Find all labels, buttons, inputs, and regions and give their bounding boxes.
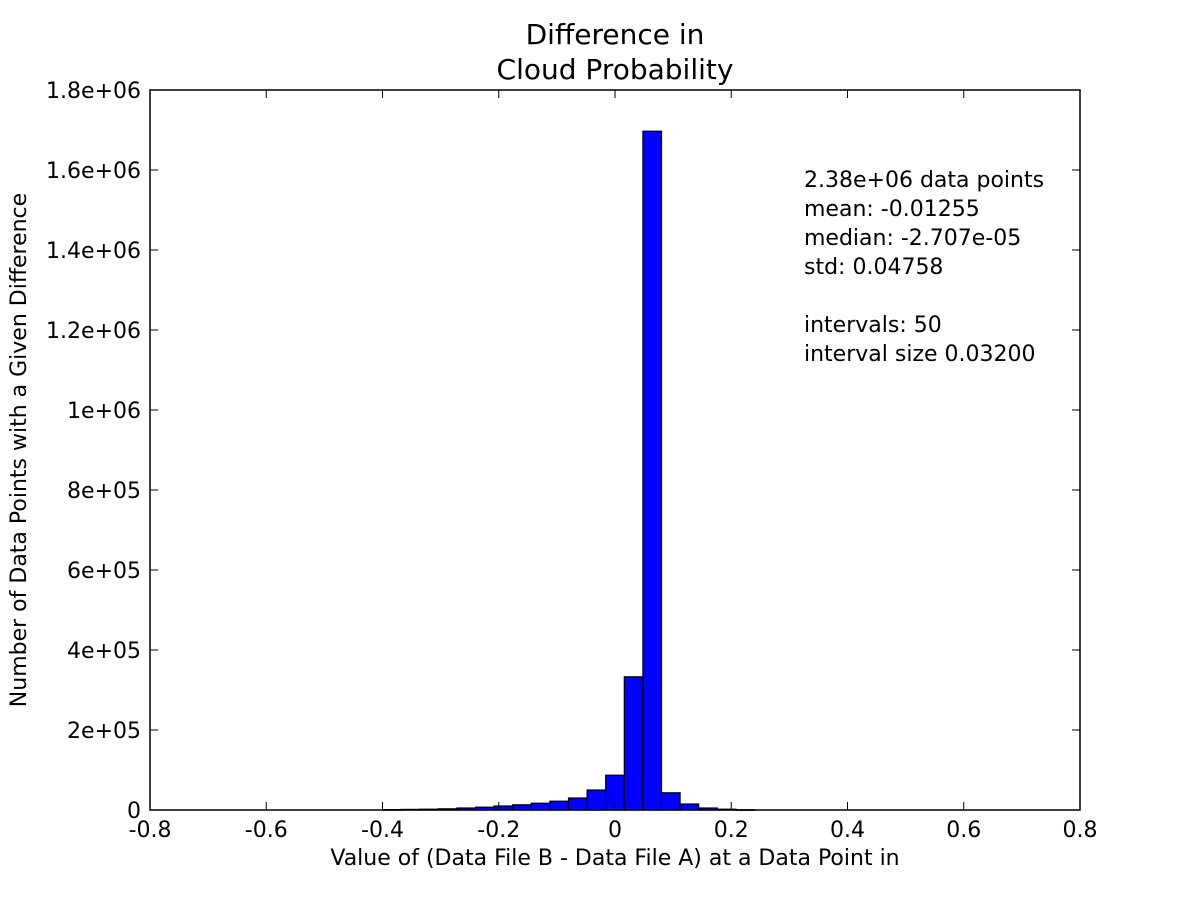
- x-tick-label: 0.2: [714, 818, 749, 843]
- x-axis-label: Value of (Data File B - Data File A) at …: [330, 846, 899, 871]
- x-tick-label: 0.4: [830, 818, 865, 843]
- ticks-layer: -0.8 -0.6 -0.4 -0.2 0 0.2 0.4 0.6 0.8 0 2e+05 4e+05…: [46, 79, 1097, 843]
- stats-line: mean: -0.01255: [804, 197, 980, 222]
- y-tick-label: 1.6e+06: [46, 159, 141, 184]
- stats-annotation: 2.38e+06 data points mean: -0.01255 median…: [804, 168, 1044, 367]
- y-tick-label: 1.2e+06: [46, 319, 141, 344]
- x-tick-label: 0.8: [1063, 818, 1098, 843]
- histogram-bar: [679, 803, 700, 811]
- stats-line: std: 0.04758: [804, 255, 943, 280]
- histogram-bar: [530, 802, 551, 811]
- x-tick-label: -0.8: [129, 818, 172, 843]
- histogram-bar: [660, 792, 681, 811]
- y-tick-label: 1.8e+06: [46, 79, 141, 104]
- chart-title-line-1: Difference in: [526, 18, 705, 51]
- histogram-bar: [623, 676, 644, 811]
- plot-frame: [149, 89, 1081, 811]
- x-tick-label: -0.4: [361, 818, 404, 843]
- histogram-bar: [586, 789, 607, 811]
- y-tick-label: 2e+05: [67, 719, 141, 744]
- x-tick-label: -0.2: [477, 818, 520, 843]
- y-tick-label: 0: [127, 799, 141, 824]
- y-tick-label: 8e+05: [67, 479, 141, 504]
- y-axis-label: Number of Data Points with a Given Diffe…: [7, 193, 32, 707]
- stats-line: intervals: 50: [804, 313, 942, 338]
- bars-layer: [381, 130, 756, 811]
- histogram-bar: [512, 804, 532, 811]
- histogram-bar: [642, 130, 663, 811]
- stats-line: interval size 0.03200: [804, 342, 1036, 367]
- chart-title-line-2: Cloud Probability: [497, 53, 734, 86]
- y-tick-label: 6e+05: [67, 559, 141, 584]
- y-tick-label: 1.4e+06: [46, 239, 141, 264]
- x-tick-label: 0.6: [946, 818, 981, 843]
- histogram-bar: [549, 800, 570, 811]
- stats-line: median: -2.707e-05: [804, 226, 1021, 251]
- x-tick-label: 0: [608, 818, 622, 843]
- y-tick-label: 4e+05: [67, 639, 141, 664]
- stats-line: 2.38e+06 data points: [804, 168, 1044, 193]
- histogram-bar: [567, 797, 588, 811]
- x-tick-label: -0.6: [245, 818, 288, 843]
- y-tick-label: 1e+06: [67, 399, 141, 424]
